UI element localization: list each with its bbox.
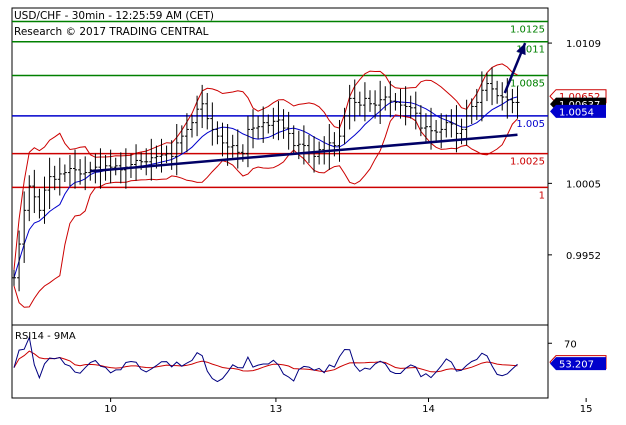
level-lines: 1.0125 1.011 1.0085 1.005 1.0025 1 — [12, 20, 548, 201]
x-tick-label-0: 10 — [104, 404, 117, 415]
trend-line — [90, 133, 518, 173]
time-axis: 10 13 14 15 — [104, 398, 593, 415]
y-tick-label-0: 1.0109 — [566, 39, 601, 50]
price-plot-frame — [11, 7, 549, 326]
y-tick-label-2: 0.9952 — [566, 251, 601, 262]
level-label-5: 1 — [539, 190, 545, 201]
rsi-tags: 54.491753.207 — [549, 355, 607, 371]
bollinger-bands — [13, 63, 518, 308]
rsi-lines — [13, 335, 518, 383]
rsi-y-tick-label-0: 70 — [564, 339, 577, 350]
price-panel — [11, 7, 549, 326]
price-tags: 1.006521.006371.0054 — [549, 89, 607, 118]
rsi-title: RSI14 - 9MA — [15, 331, 76, 342]
level-label-1: 1.011 — [516, 45, 545, 56]
price-tag-2 — [550, 104, 606, 118]
rsi-plot-frame — [11, 324, 549, 399]
price-axis: 1.0109 1.0005 0.9952 — [548, 39, 601, 262]
level-label-2: 1.0085 — [510, 78, 545, 89]
rsi-ma-line — [13, 350, 518, 373]
copyright-line: Research © 2017 TRADING CENTRAL — [14, 26, 209, 38]
level-label-4: 1.0025 — [510, 157, 545, 168]
level-label-3: 1.005 — [516, 119, 545, 130]
bollinger-upper — [13, 63, 518, 270]
rsi-panel — [11, 324, 549, 399]
rsi-line — [13, 335, 518, 383]
moving-average — [13, 96, 518, 278]
chart-title: USD/CHF - 30min - 12:25:59 AM (CET) — [14, 10, 214, 22]
rsi-tag-label-1: 53.207 — [559, 360, 594, 371]
bollinger-lower — [13, 114, 518, 308]
rsi-tag-1 — [550, 357, 606, 371]
x-tick-label-3: 15 — [580, 404, 593, 415]
x-tick-label-1: 13 — [270, 404, 283, 415]
rsi-axis: 70 — [548, 339, 577, 350]
x-tick-label-2: 14 — [422, 404, 435, 415]
y-tick-label-1: 1.0005 — [566, 179, 601, 190]
price-tag-label-2: 1.0054 — [559, 107, 594, 118]
trend-overlay — [90, 42, 527, 173]
forecast-arrow-head — [516, 43, 526, 56]
level-label-0: 1.0125 — [510, 24, 545, 35]
